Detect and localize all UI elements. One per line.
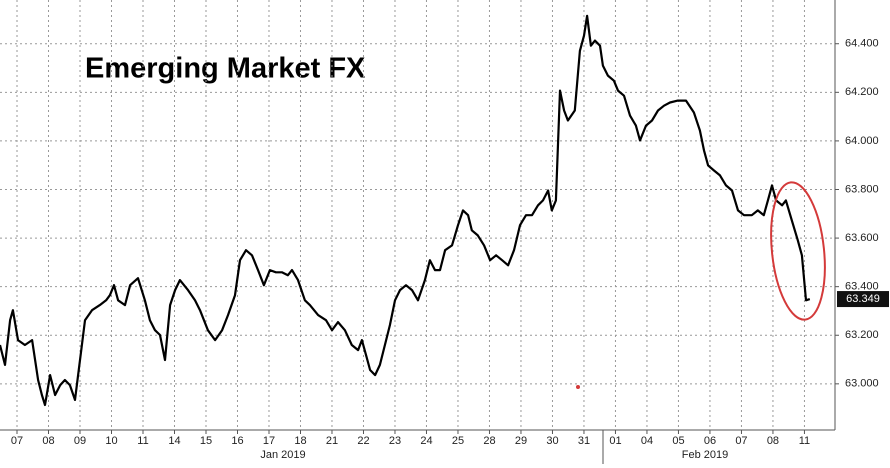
price-line	[0, 14, 811, 407]
y-tick-label: 63.000	[845, 378, 879, 390]
x-tick-label: 18	[294, 435, 306, 447]
x-tick-label: 14	[168, 435, 180, 447]
x-tick-label: 21	[326, 435, 338, 447]
y-tick-label: 63.800	[845, 183, 879, 195]
last-value-box	[837, 291, 889, 308]
x-tick-label: 08	[767, 435, 779, 447]
x-tick-label: 24	[420, 435, 432, 447]
y-tick-label: 63.400	[845, 281, 879, 293]
y-tick-label: 64.400	[845, 38, 879, 50]
month-label: Jan 2019	[260, 449, 305, 461]
x-tick-label: 05	[672, 435, 684, 447]
chart-title: Emerging Market FX	[85, 53, 366, 85]
x-tick-label: 31	[578, 435, 590, 447]
plot-area	[0, 0, 835, 430]
x-tick-label: 17	[263, 435, 275, 447]
x-tick-label: 04	[641, 435, 653, 447]
x-tick-label: 29	[515, 435, 527, 447]
month-label: Feb 2019	[682, 449, 728, 461]
y-tick-label: 63.600	[845, 232, 879, 244]
x-tick-label: 11	[799, 435, 810, 447]
x-tick-label: 16	[231, 435, 243, 447]
x-tick-label: 09	[74, 435, 86, 447]
last-value-label: 63.349	[846, 293, 880, 305]
x-tick-label: 25	[452, 435, 464, 447]
y-tick-label: 64.200	[845, 86, 879, 98]
red-dot	[576, 385, 580, 389]
x-tick-label: 08	[42, 435, 54, 447]
x-tick-label: 07	[735, 435, 747, 447]
y-tick-label: 64.000	[845, 135, 879, 147]
x-tick-label: 11	[137, 435, 148, 447]
x-tick-label: 06	[704, 435, 716, 447]
x-tick-label: 28	[483, 435, 495, 447]
x-tick-label: 01	[609, 435, 621, 447]
x-tick-label: 30	[546, 435, 558, 447]
x-tick-label: 23	[389, 435, 401, 447]
x-tick-label: 07	[11, 435, 23, 447]
x-tick-label: 22	[357, 435, 369, 447]
marks	[0, 0, 835, 430]
highlight-ellipse	[770, 181, 826, 321]
x-tick-label: 10	[105, 435, 117, 447]
y-tick-label: 63.200	[845, 329, 879, 341]
x-tick-label: 15	[200, 435, 212, 447]
